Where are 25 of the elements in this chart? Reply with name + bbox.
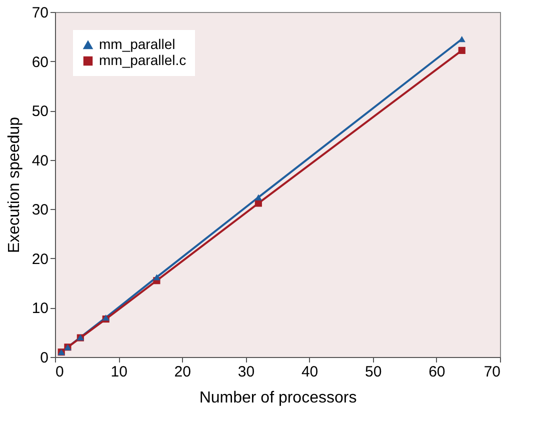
y-tick-label: 30 (32, 202, 48, 219)
point (458, 36, 466, 42)
x-tick-label: 40 (301, 364, 318, 380)
y-axis-title: Execution speedup (6, 116, 23, 254)
point (458, 46, 466, 54)
y-tick-label: 10 (32, 300, 48, 318)
x-tick-label: 10 (110, 364, 128, 380)
y-tick-label: 70 (32, 4, 48, 22)
y-tick-label: 50 (32, 103, 48, 120)
legend-label: mm_parallel.c (99, 52, 186, 68)
point (153, 274, 160, 280)
x-tick-label: 60 (428, 364, 446, 380)
y-tick-label: 60 (32, 54, 48, 71)
x-axis-title: Number of processors (199, 390, 357, 406)
point (254, 194, 262, 200)
y-tick-label: 40 (32, 152, 48, 170)
x-tick-label: 20 (174, 364, 191, 380)
x-tick-label: 50 (365, 364, 382, 380)
y-tick-label: 0 (40, 350, 48, 366)
x-tick-label: 30 (238, 364, 255, 380)
x-tick-label: 0 (56, 364, 64, 380)
y-tick-label: 20 (32, 250, 48, 268)
x-tick-label: 70 (484, 364, 500, 380)
legend-label: mm_parallel (99, 36, 176, 52)
point (254, 200, 262, 207)
